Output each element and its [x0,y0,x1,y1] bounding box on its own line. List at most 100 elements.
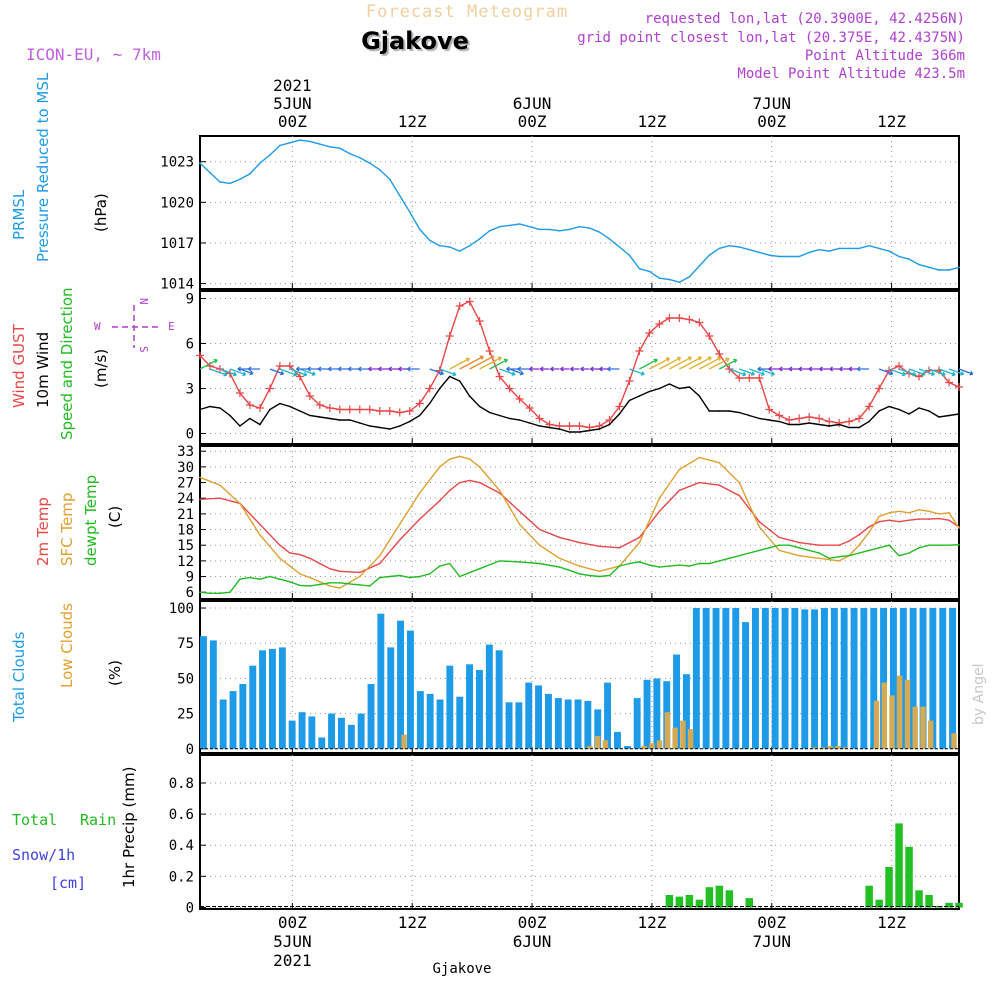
wind-series-0-point-12 [315,401,324,409]
temperature-series-2-point-17 [368,585,371,587]
pressure-series-0-point-27 [468,244,471,247]
wind-direction-arrow-44 [639,358,658,370]
total-cloud-bar-55 [742,622,749,749]
wind-series-0-point-34 [535,414,544,423]
wind-series-0-point-29 [485,347,494,355]
precip-ytick-label-1: 0.2 [169,869,194,885]
temperature-series-2-point-67 [918,547,920,549]
temperature-series-2-point-24 [438,565,441,567]
wind-series-1-point-40 [598,428,601,430]
total-cloud-bar-26 [456,696,464,749]
low-cloud-bar-61 [672,727,678,749]
total-cloud-bar-13 [328,713,335,749]
temperature-series-1-point-30 [698,456,701,459]
temperature-series-2-point-40 [648,564,651,566]
wind-series-1-point-38 [578,431,581,433]
wind-series-0-point-11 [305,392,314,400]
compass-north: N [137,298,150,305]
temperature-series-2-point-36 [608,574,611,577]
temperature-series-2-point-55 [798,547,801,549]
total-cloud-bar-15 [347,724,355,749]
top-tick-date-4: 7JUN [752,94,791,113]
temperature-series-2-point-44 [688,565,691,567]
low-cloud-bar-97 [951,733,957,749]
wind-series-1-point-56 [758,417,761,420]
pressure-series-0-point-28 [478,238,481,240]
bottom-tick-date-0: 5JUN [273,932,312,951]
total-cloud-bar-61 [801,609,809,749]
wind-direction-arrow-70 [898,368,917,377]
temperature-series-2-point-34 [588,574,591,577]
temperature-series-2-point-21 [408,576,411,579]
temperature-series-0-point-29 [678,489,681,492]
temperature-series-2-point-46 [708,562,711,565]
top-tick-label-2: 00Z [518,112,547,131]
wind-series-1-point-1 [209,405,211,408]
wind-series-1-point-76 [958,413,960,415]
pressure-series-0-point-30 [498,225,501,228]
pressure-series-0-point-4 [239,178,241,181]
rain-bar-9 [875,899,883,908]
wind-ytick-label-0: 0 [186,427,194,443]
temperature-ytick-label-1: 9 [186,570,194,586]
top-tick-label-0: 00Z [278,112,307,131]
wind-series-1-point-28 [478,405,481,408]
temperature-ytick-label-8: 30 [177,460,194,476]
temperature-series-0-point-3 [259,523,261,526]
wind-series-1-point-70 [898,408,900,411]
pressure-label-msl: Pressure Reduced to MSL [34,72,52,262]
rain-bar-1 [675,896,684,908]
total-cloud-bar-46 [653,678,661,749]
temperature-series-0-point-26 [618,547,621,549]
wind-series-0-point-19 [385,407,394,415]
pressure-series-0-point-31 [508,224,511,227]
total-cloud-bar-44 [633,698,641,749]
temperature-series-1-point-35 [798,554,801,557]
pressure-series-0-point-26 [458,250,461,252]
total-cloud-bar-33 [525,682,533,749]
compass-rose: W E N S [94,298,175,353]
wind-direction-arrow-32 [506,366,520,372]
pressure-ylabel: (hPa) [92,193,110,232]
wind-direction-arrow-64 [829,366,840,372]
precip-ytick-label-0: 0 [186,900,194,916]
wind-series-0-point-65 [845,417,854,426]
wind-direction-arrow-33 [517,366,530,372]
pressure-series-0-point-9 [289,141,291,144]
wind-series-1-point-73 [928,410,930,412]
pressure-series-0-point-52 [718,247,721,250]
temperature-series-0-point-30 [698,481,701,484]
wind-direction-arrow-45 [649,357,671,370]
pressure-series-0-point-22 [418,228,421,231]
wind-series-1-point-72 [918,407,920,409]
wind-series-0-point-48 [675,314,684,322]
pressure-series-0-point-61 [808,251,810,254]
temperature-series-2-point-37 [618,565,621,567]
pressure-series-0-point-36 [558,229,561,232]
temperature-series-0-point-13 [398,539,401,541]
temperature-series-2-point-8 [279,578,281,580]
temp-label-2m: 2m Temp [34,497,52,566]
pressure-series-0-point-69 [888,250,890,252]
wind-series-1-point-26 [458,380,461,382]
temperature-series-1-point-39 [858,544,860,547]
pressure-series-0-point-72 [918,263,920,266]
pressure-series-0-point-51 [708,254,711,256]
temperature-series-1-point-17 [458,455,461,458]
total-cloud-bar-66 [850,608,858,749]
wind-series-1-point-30 [498,414,501,417]
temperature-series-2-point-63 [878,547,880,549]
pressure-series-0-point-19 [388,178,391,181]
temperature-series-2-point-70 [948,544,950,547]
temperature-series-1-line [199,455,960,589]
temperature-series-0-point-25 [598,545,601,548]
temperature-series-2-point-45 [698,562,701,565]
wind-series-0-point-56 [755,374,764,382]
pressure-series-0-point-42 [618,246,621,248]
temperature-series-2-point-69 [938,544,940,547]
wind-direction-arrow-12 [307,366,320,372]
wind-series-0-point-6 [255,404,264,412]
pressure-series-0-point-14 [339,147,341,149]
wind-series-0-point-62 [815,414,824,423]
wind-labels: Wind GUST 10m Wind Speed and Direction (… [10,287,175,440]
